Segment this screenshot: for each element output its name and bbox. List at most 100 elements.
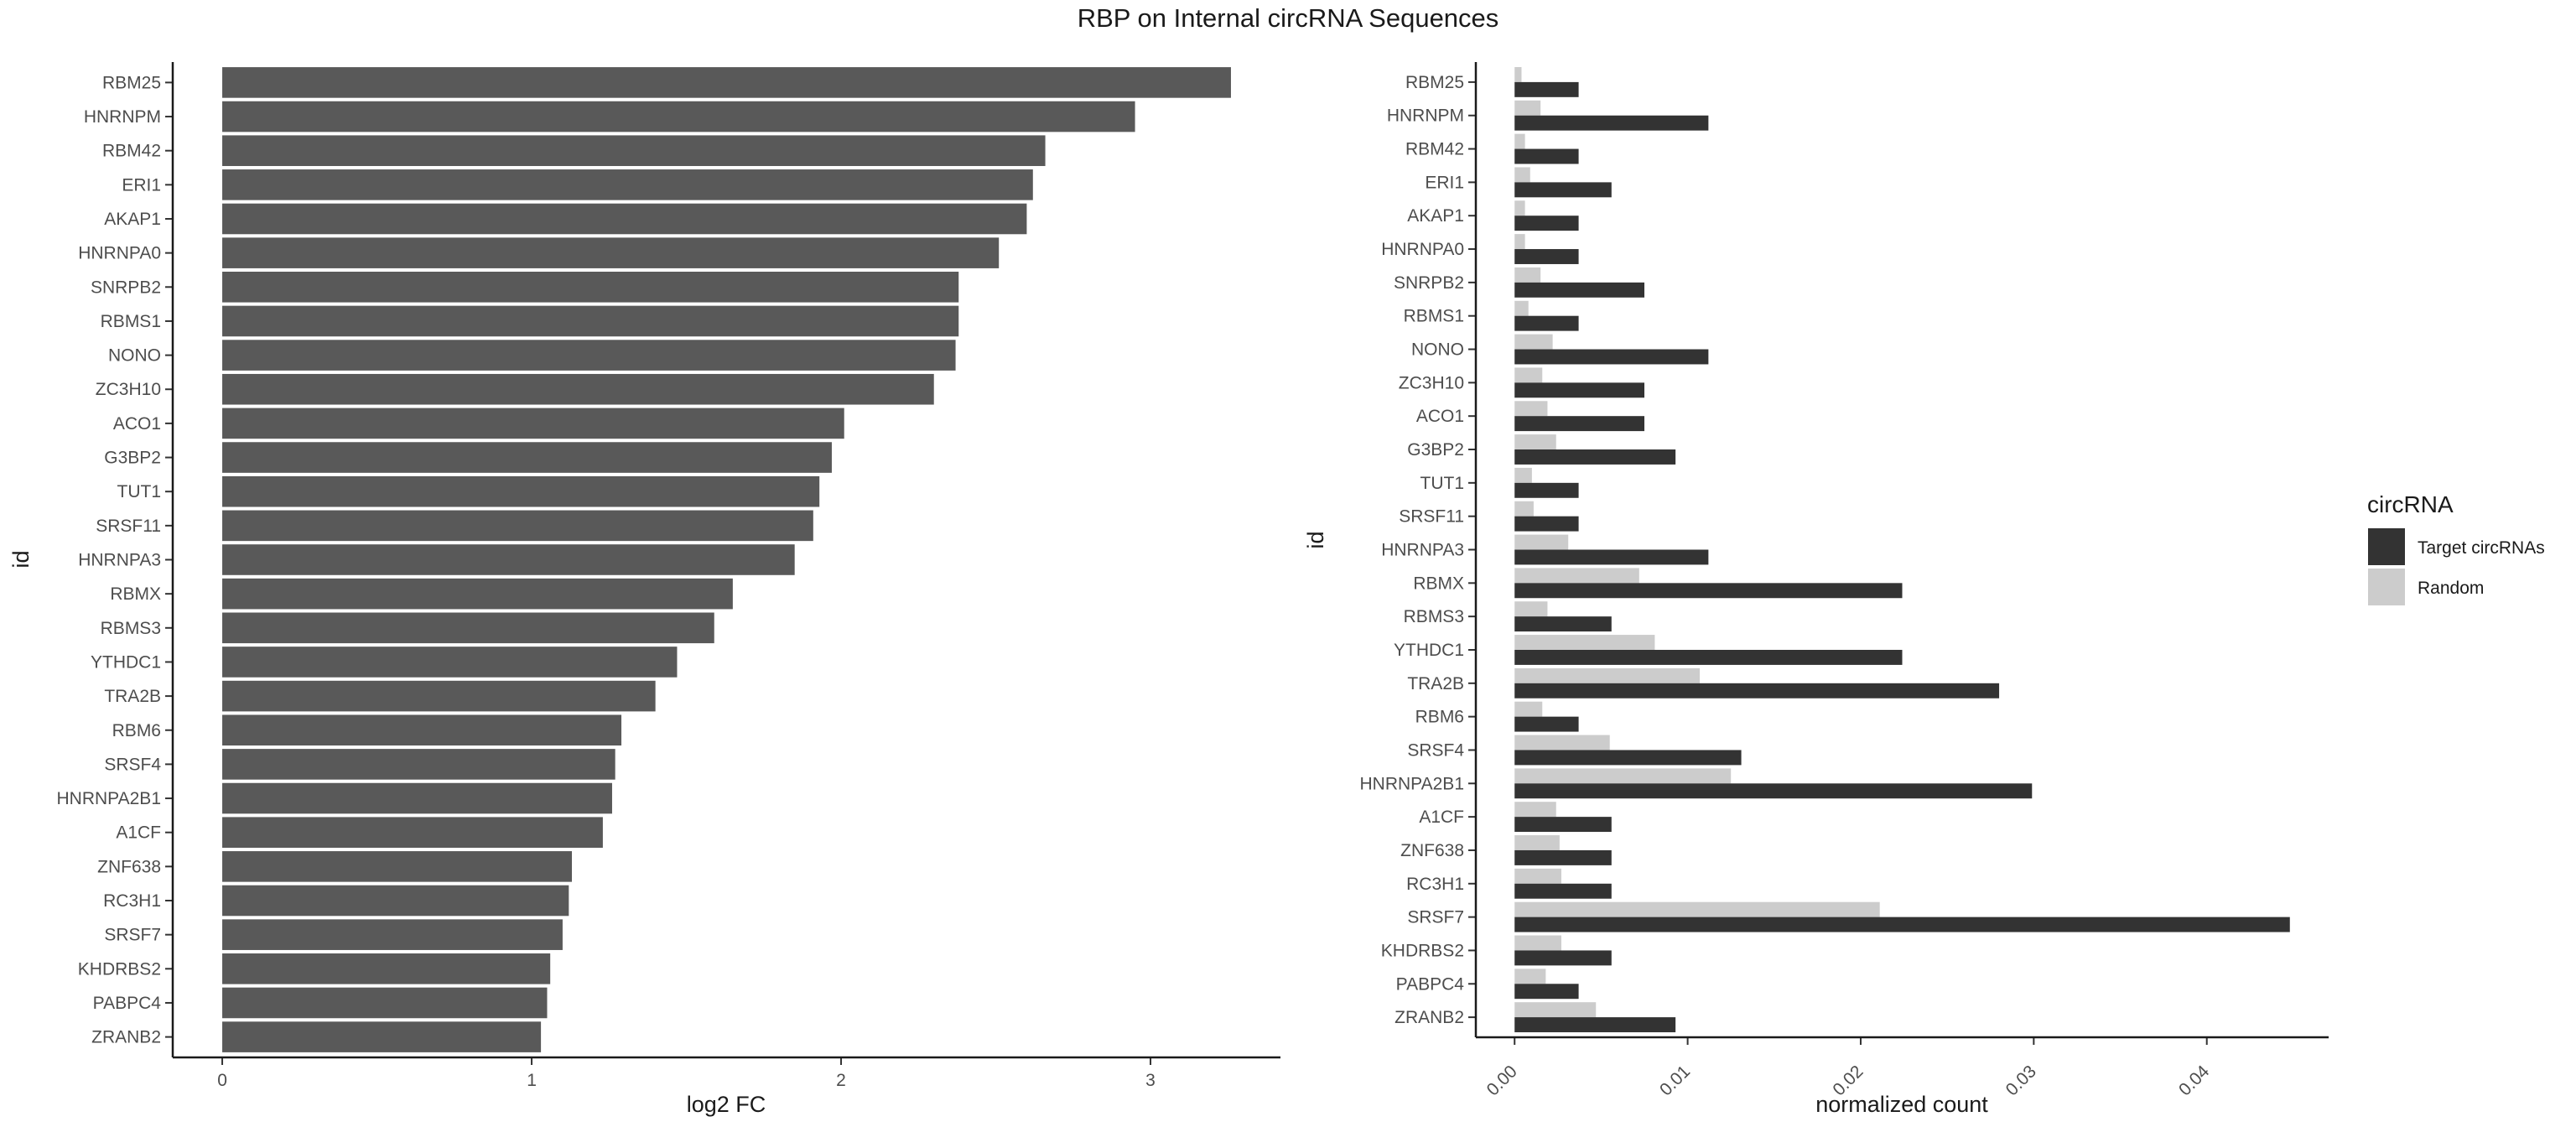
target-circrnas-bar-g3bp2 (1514, 449, 1676, 465)
random-bar-srsf4 (1514, 735, 1610, 750)
target-circrnas-bar-eri1 (1514, 182, 1612, 198)
log2fc-y-tick-label: TUT1 (117, 482, 162, 501)
target-circrnas-bar-rbm6 (1514, 716, 1579, 732)
log2fc-y-tick-label: HNRNPA3 (78, 551, 161, 570)
normalized-count-y-tick-label: ACO1 (1416, 407, 1464, 426)
random-bar-rbmx (1514, 568, 1639, 584)
random-bar-eri1 (1514, 167, 1530, 183)
target-circrnas-bar-rbm25 (1514, 81, 1579, 97)
target-circrnas-bar-nono (1514, 349, 1709, 365)
log2fc-bar-hnrnpa0 (222, 237, 1000, 268)
normalized-count-y-axis-title: id (1303, 531, 1328, 548)
log2fc-bar-tut1 (222, 475, 820, 507)
normalized-count-y-tick-label: TUT1 (1420, 474, 1465, 493)
random-bar-srsf7 (1514, 901, 1880, 917)
log2fc-x-tick-label: 3 (1145, 1071, 1156, 1090)
random-bar-ythdc1 (1514, 635, 1655, 650)
target-circrnas-bar-srsf4 (1514, 750, 1742, 766)
target-circrnas-bar-znf638 (1514, 849, 1612, 865)
log2fc-x-tick-label: 0 (217, 1071, 227, 1090)
legend-label-target-circrnas: Target circRNAs (2418, 538, 2545, 558)
log2fc-bar-eri1 (222, 169, 1033, 200)
normalized-count-x-ticks: 0.00 0.01 0.02 0.03 0.04 (1483, 1037, 2213, 1099)
normalized-count-y-tick-label: HNRNPA0 (1381, 240, 1464, 259)
random-bar-hnrnpm (1514, 100, 1541, 116)
target-circrnas-bar-hnrnpa3 (1514, 549, 1709, 565)
target-circrnas-bar-srsf7 (1514, 917, 2290, 932)
log2fc-y-tick-label: PABPC4 (93, 994, 162, 1013)
log2fc-bar-rbm25 (222, 67, 1231, 98)
legend-key-target-circrnas (2368, 528, 2405, 565)
normalized-count-y-tick-label: AKAP1 (1407, 206, 1464, 226)
normalized-count-y-tick-label: RC3H1 (1406, 875, 1464, 894)
log2fc-bar-khdrbs2 (222, 953, 551, 984)
random-bar-hnrnpa3 (1514, 534, 1569, 550)
normalized-count-y-tick-label: G3BP2 (1407, 440, 1464, 460)
normalized-count-bars (1514, 66, 2290, 1033)
normalized-count-y-tick-label: NONO (1411, 340, 1464, 360)
random-bar-akap1 (1514, 200, 1525, 216)
normalized-count-x-tick-label: 0.04 (2175, 1062, 2213, 1099)
target-circrnas-bar-rbmx (1514, 583, 1903, 599)
log2fc-bar-g3bp2 (222, 442, 832, 473)
random-bar-tra2b (1514, 667, 1701, 683)
log2fc-y-tick-label: A1CF (116, 823, 161, 843)
log2fc-y-tick-labels: RBM25 HNRNPM RBM42 ERI1 AKAP1 HNRNPA0 SNRPB2 RB… (57, 73, 173, 1047)
normalized-count-y-tick-label: SNRPB2 (1394, 273, 1464, 293)
log2fc-y-tick-label: HNRNPA0 (78, 244, 161, 263)
random-bar-khdrbs2 (1514, 935, 1561, 951)
normalized-count-y-tick-labels: RBM25 HNRNPM RBM42 ERI1 AKAP1 HNRNPA0 SNRPB2 RB… (1360, 73, 1476, 1027)
log2fc-y-tick-label: HNRNPM (84, 107, 161, 127)
log2fc-y-tick-label: KHDRBS2 (78, 959, 161, 979)
normalized-count-y-tick-label: HNRNPA2B1 (1360, 774, 1464, 793)
log2fc-bar-chart: RBM25 HNRNPM RBM42 ERI1 AKAP1 HNRNPA0 SNRPB2 RB… (8, 62, 1280, 1117)
random-bar-hnrnpa0 (1514, 234, 1525, 250)
figure-title: RBP on Internal circRNA Sequences (1078, 3, 1499, 33)
log2fc-y-tick-label: HNRNPA2B1 (57, 789, 161, 808)
random-bar-rc3h1 (1514, 868, 1561, 884)
random-bar-znf638 (1514, 835, 1560, 850)
legend-key-random (2368, 569, 2405, 605)
target-circrnas-bar-aco1 (1514, 416, 1645, 432)
random-bar-rbm42 (1514, 133, 1525, 149)
target-circrnas-bar-khdrbs2 (1514, 950, 1612, 966)
log2fc-bar-srsf4 (222, 749, 615, 780)
log2fc-bar-rbms3 (222, 612, 714, 644)
normalized-count-x-tick-label: 0.00 (1483, 1062, 1521, 1099)
normalized-count-x-tick-label: 0.01 (1656, 1062, 1694, 1099)
target-circrnas-bar-rbm42 (1514, 148, 1579, 164)
random-bar-rbm25 (1514, 66, 1522, 82)
log2fc-bar-pabpc4 (222, 987, 548, 1019)
target-circrnas-bar-hnrnpa0 (1514, 249, 1579, 264)
random-bar-zc3h10 (1514, 367, 1543, 383)
log2fc-y-tick-label: RBM42 (102, 142, 161, 161)
normalized-count-x-axis-title: normalized count (1815, 1092, 1988, 1117)
target-circrnas-bar-zc3h10 (1514, 382, 1645, 398)
log2fc-bar-rbm6 (222, 714, 622, 746)
log2fc-bar-a1cf (222, 817, 603, 848)
target-circrnas-bar-hnrnpm (1514, 115, 1709, 131)
random-bar-snrpb2 (1514, 267, 1541, 283)
target-circrnas-bar-srsf11 (1514, 516, 1579, 532)
log2fc-x-axis-title: log2 FC (687, 1092, 766, 1117)
random-bar-tut1 (1514, 467, 1532, 483)
random-bar-hnrnpa2b1 (1514, 768, 1732, 784)
log2fc-x-tick-label: 2 (836, 1071, 846, 1090)
target-circrnas-bar-snrpb2 (1514, 282, 1645, 298)
log2fc-bar-srsf11 (222, 510, 813, 542)
log2fc-y-tick-label: ZNF638 (97, 857, 161, 876)
log2fc-y-tick-label: ACO1 (113, 414, 161, 434)
normalized-count-y-tick-label: SRSF7 (1407, 908, 1464, 927)
legend-title: circRNA (2367, 491, 2454, 517)
log2fc-y-tick-label: RBMX (110, 584, 161, 604)
log2fc-y-tick-label: RBM25 (102, 73, 161, 92)
normalized-count-y-tick-label: TRA2B (1407, 674, 1464, 693)
log2fc-y-tick-label: SRSF11 (96, 517, 161, 536)
log2fc-y-tick-label: ZC3H10 (96, 380, 161, 399)
log2fc-y-tick-label: AKAP1 (104, 210, 161, 229)
normalized-count-y-tick-label: A1CF (1419, 808, 1464, 827)
target-circrnas-bar-akap1 (1514, 216, 1579, 231)
random-bar-nono (1514, 334, 1553, 350)
legend: circRNA Target circRNAs Random (2367, 491, 2545, 605)
normalized-count-y-tick-label: RBMX (1413, 574, 1464, 593)
